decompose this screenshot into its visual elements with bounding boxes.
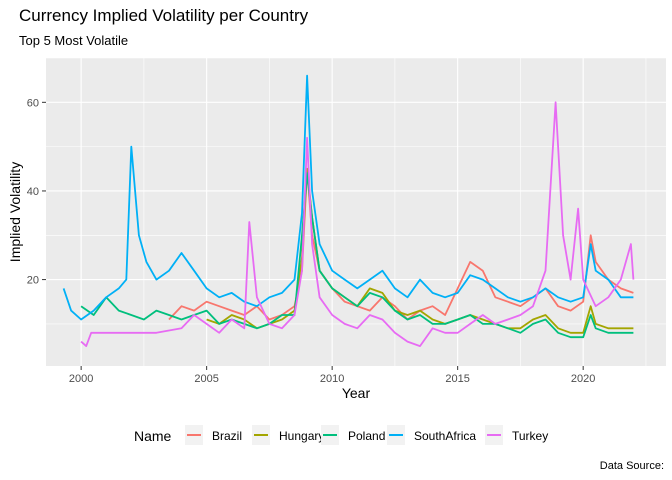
series-line-hungary	[206, 167, 634, 334]
data-source-caption: Data Source:	[599, 460, 664, 472]
y-tick-label: 20	[27, 275, 39, 287]
x-axis-title: Year	[342, 385, 371, 401]
series-line-southafrica	[62, 74, 634, 321]
series-line-brazil	[168, 167, 634, 321]
y-tick-label: 60	[27, 97, 39, 109]
legend: Name Brazil Hungary Poland SouthAfrica Turke…	[134, 425, 548, 445]
legend-label-turkey: Turkey	[512, 429, 548, 443]
chart-title: Currency Implied Volatility per Country	[19, 6, 309, 25]
y-tick-label: 40	[27, 186, 39, 198]
legend-title: Name	[134, 428, 172, 444]
series-line-poland	[80, 172, 634, 339]
x-tick-label: 2005	[194, 373, 218, 385]
series-layer	[62, 74, 635, 348]
y-axis-title: Implied Volatility	[7, 162, 23, 262]
plot-panel	[46, 58, 666, 366]
x-tick-label: 2010	[320, 373, 344, 385]
chart-subtitle: Top 5 Most Volatile	[19, 33, 129, 48]
major-gridlines	[46, 58, 666, 366]
series-line-turkey	[80, 101, 635, 348]
legend-label-poland: Poland	[348, 429, 385, 443]
legend-label-hungary: Hungary	[279, 429, 324, 443]
legend-label-southafrica: SouthAfrica	[414, 429, 476, 443]
legend-label-brazil: Brazil	[212, 429, 242, 443]
x-tick-label: 2015	[445, 373, 469, 385]
x-tick-label: 2000	[69, 373, 93, 385]
x-tick-label: 2020	[571, 373, 595, 385]
